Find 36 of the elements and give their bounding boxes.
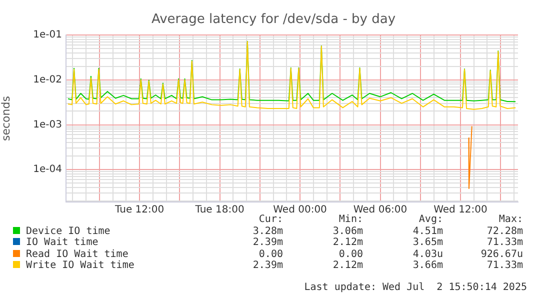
text: 2.12m [332,260,363,272]
x-tick-label: Wed 00:00 [273,204,327,216]
x-tick-label: Wed 12:00 [434,204,488,216]
legend-label: Read IO Wait time [25,248,130,260]
legend-label: IO Wait time [25,237,100,248]
text: 2.39m [252,237,283,248]
x-tick-label: Wed 06:00 [353,204,408,216]
text: 3.28m [252,226,283,237]
text: 926.67u [480,248,523,260]
text: 71.33m [486,260,523,272]
text: 72.28m [486,226,523,237]
y-tick-label: 1e-04 [33,164,62,176]
x-tick-label: Tue 18:00 [194,204,244,216]
text: 2.12m [332,237,363,248]
y-tick-label: 1e-01 [33,30,62,41]
y-axis-title: seconds [0,96,12,141]
x-tick-label: Tue 12:00 [114,204,164,216]
text: Last update: Wed Jul 2 15:50:14 2025 [304,282,527,293]
text: 3.65m [412,237,443,248]
text: 3.06m [332,226,363,237]
text: Min: [338,214,363,226]
y-tick-label: 1e-03 [33,119,62,130]
y-tick-label: 1e-02 [33,74,62,86]
text: 0.00 [258,248,283,260]
text: Avg: [418,214,443,226]
chart-title: Average latency for /dev/sda - by day [150,12,397,27]
text: 4.03u [412,248,443,260]
legend-label: Write IO Wait time [25,260,136,272]
text: Max: [498,214,523,226]
text: 4.51m [412,226,443,237]
legend-label: Device IO time [25,226,112,237]
text: 3.66m [412,260,443,272]
text: 0.00 [338,248,363,260]
text: 71.33m [486,237,523,248]
text: 2.39m [252,260,283,272]
text: Cur: [258,214,283,226]
